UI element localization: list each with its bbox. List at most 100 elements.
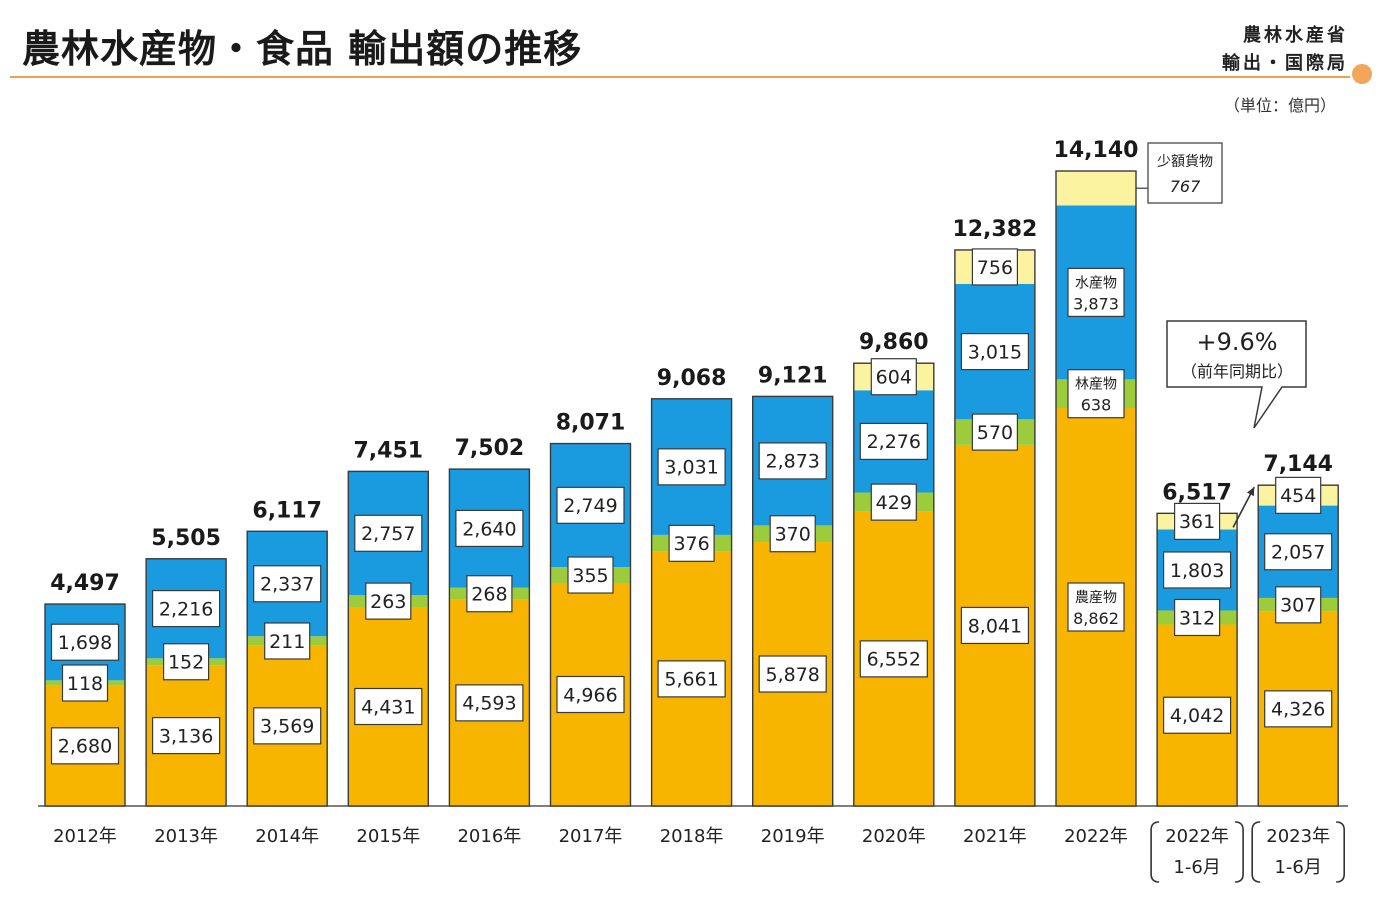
- bar-outline: [650, 398, 733, 807]
- x-tick-label: 2014年: [255, 826, 319, 847]
- x-tick-label: 2016年: [457, 826, 521, 847]
- segment-value-label-agri-box: [1162, 696, 1232, 734]
- segment-value-label-forest-box: [163, 643, 210, 681]
- x-tick-label: 2019年: [761, 826, 825, 847]
- segment-value-label-agri: 3,569: [260, 716, 314, 738]
- segment-value-label-fish-box: [859, 422, 928, 460]
- segment-value-label-fish-box: [556, 486, 625, 524]
- x-tick-label: 2017年: [559, 826, 623, 847]
- segment-value-label-agri-box: [152, 716, 221, 755]
- segment-value-label-fish: 2,276: [867, 431, 921, 453]
- segment-value-label-forest-box: [365, 582, 412, 620]
- segment-value-label-agri-box: [859, 640, 928, 678]
- segment-value-label-forest: 152: [168, 652, 204, 674]
- total-value-label: 9,068: [657, 366, 727, 391]
- x-tick-label: 2021年: [963, 826, 1027, 847]
- segment-value-label-agri-box: [657, 660, 726, 698]
- segment-value-label-fish-box: [657, 448, 726, 486]
- growth-callout-sub: （前年同期比）: [1181, 362, 1293, 381]
- org-line-2: 輸出・国際局: [1222, 53, 1348, 74]
- segment-value-label-forest-box: [61, 664, 109, 702]
- segment-value-label-agri: 8,041: [968, 615, 1022, 637]
- x-tick-label: 2022年: [1165, 826, 1229, 847]
- bar-outline: [145, 558, 227, 807]
- segment-value-label-small-box: [870, 358, 917, 396]
- bracket-right: [1235, 821, 1244, 883]
- segment-value-label-fish-box: [758, 442, 827, 480]
- segment-value-label-small-box: [971, 248, 1019, 286]
- segment-value-label-forest: 211: [269, 631, 305, 653]
- segment-value-label-agri-box: [253, 707, 322, 745]
- segment-value-label-forest-box: [870, 483, 917, 521]
- bracket-left: [1150, 821, 1160, 883]
- segment-value-label-forest: 376: [673, 533, 709, 555]
- segment-series-name-fish: 水産物: [1075, 275, 1117, 291]
- bar-outline: [246, 530, 328, 807]
- total-value-label: 7,502: [455, 436, 525, 461]
- x-tick-label: 2018年: [660, 826, 724, 847]
- x-tick-label: 2015年: [356, 826, 420, 847]
- total-value-label: 4,497: [50, 571, 120, 596]
- total-value-label: 6,517: [1162, 480, 1232, 505]
- x-tick-sublabel: 1-6月: [1173, 857, 1220, 878]
- segment-value-label-fish-box: [50, 623, 120, 661]
- segment-value-label-small: 756: [977, 257, 1013, 279]
- segment-value-label-forest-box: [567, 556, 614, 594]
- segment-value-label-forest-box: [1173, 598, 1221, 637]
- total-value-label: 6,117: [252, 498, 322, 523]
- x-tick-label: 2022年: [1064, 826, 1128, 847]
- segment-value-label-fish: 2,757: [361, 523, 415, 545]
- segment-value-label-small-box: [1275, 476, 1322, 514]
- segment-value-label-fish: 3,015: [968, 341, 1022, 363]
- segment-value-label-small: 604: [876, 367, 912, 389]
- segment-value-label-forest: 570: [977, 422, 1013, 444]
- growth-callout-value: +9.6%: [1196, 328, 1277, 356]
- segment-label-agri-box: [1067, 582, 1125, 632]
- segment-value-label-forest: 355: [572, 565, 608, 587]
- total-value-label: 8,071: [556, 411, 626, 436]
- segment-value-label-forest-box: [466, 575, 513, 613]
- segment-series-name-forest: 林産物: [1075, 377, 1117, 393]
- segment-value-label-forest-box: [769, 515, 816, 553]
- segment-value-label-fish-box: [1162, 551, 1232, 589]
- segment-value-label-fish: 3,873: [1073, 294, 1119, 313]
- segment-value-label-forest-box: [668, 524, 715, 562]
- segment-value-label-fish-box: [253, 565, 322, 603]
- total-value-label: 12,382: [952, 217, 1037, 242]
- segment-value-label-agri: 6,552: [867, 649, 921, 671]
- bar-segment-small: [1056, 171, 1136, 206]
- growth-arrow-head-icon: [1246, 487, 1255, 497]
- page-title: 農林水産物・食品 輸出額の推移: [22, 27, 583, 71]
- unit-label: （単位：億円）: [1223, 96, 1336, 115]
- x-tick-sublabel: 1-6月: [1274, 857, 1321, 878]
- segment-value-label-fish: 2,337: [260, 574, 314, 596]
- segment-value-label-agri: 4,431: [361, 696, 415, 718]
- bar-outline: [347, 470, 429, 807]
- segment-value-label-forest-box: [264, 622, 311, 660]
- segment-value-label-forest: 370: [775, 524, 811, 546]
- org-line-1: 農林水産省: [1243, 25, 1348, 46]
- total-value-label: 9,121: [758, 363, 828, 388]
- segment-value-label-small-box: [1173, 502, 1221, 540]
- segment-value-label-fish-box: [1264, 533, 1333, 571]
- segment-value-label-forest: 429: [876, 492, 912, 514]
- bar-outline: [448, 468, 531, 807]
- segment-value-label-agri: 4,326: [1271, 699, 1325, 721]
- organization-label: 農林水産省 輸出・国際局: [1222, 22, 1348, 78]
- segment-label-fish-box: [1067, 267, 1125, 318]
- ministry-logo-icon: [1352, 64, 1372, 84]
- segment-value-label-agri-box: [960, 606, 1030, 645]
- segment-value-label-forest-box: [1275, 586, 1322, 624]
- growth-callout-bubble: [1166, 320, 1307, 429]
- segment-value-label-agri-box: [455, 684, 524, 722]
- segment-value-label-agri: 2,680: [58, 736, 112, 758]
- title-underline: [10, 76, 1350, 78]
- segment-value-label-agri-box: [50, 727, 120, 765]
- segment-value-label-fish: 3,031: [664, 457, 718, 479]
- segment-value-label-agri: 8,862: [1073, 609, 1119, 628]
- segment-value-label-small: 361: [1179, 511, 1215, 533]
- x-tick-label: 2020年: [862, 826, 926, 847]
- segment-value-label-agri-box: [758, 655, 827, 693]
- segment-value-label-agri: 5,878: [765, 664, 819, 686]
- segment-value-label-fish: 1,803: [1170, 560, 1224, 582]
